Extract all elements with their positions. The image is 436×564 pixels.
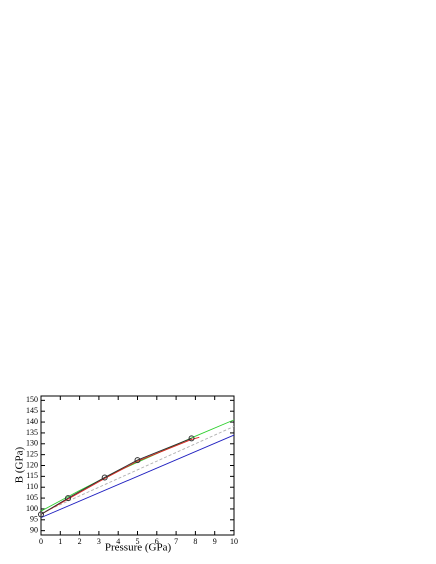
data-point (65, 495, 72, 502)
x-tick-label: 2 (78, 537, 82, 546)
data-point (134, 457, 141, 464)
y-tick-label: 115 (26, 471, 38, 480)
x-tick-label: 7 (174, 537, 178, 546)
series-line (40, 437, 192, 515)
series-line (40, 434, 235, 519)
data-point (188, 435, 195, 442)
x-axis-label: Pressure (GPa) (105, 542, 172, 554)
y-tick-label: 90 (30, 525, 38, 534)
plot-frame (40, 395, 235, 536)
x-tick-label: 9 (213, 537, 217, 546)
x-tick-label: 5 (136, 537, 140, 546)
y-tick-label: 140 (26, 417, 38, 426)
x-tick-label: 3 (97, 537, 101, 546)
y-tick-label: 150 (26, 395, 38, 404)
x-tick-label: 10 (230, 537, 238, 546)
y-tick-label: 110 (26, 482, 38, 491)
y-tick-label: 135 (26, 428, 38, 437)
x-tick-label: 4 (116, 537, 120, 546)
y-tick-label: 130 (26, 439, 38, 448)
y-axis-label: B (GPa) (14, 446, 26, 483)
x-tick-label: 1 (58, 537, 62, 546)
series-line (40, 436, 200, 515)
y-tick-label: 105 (26, 493, 38, 502)
y-tick-label: 125 (26, 449, 38, 458)
data-point (38, 511, 44, 518)
x-tick-label: 0 (39, 537, 43, 546)
y-tick-label: 95 (30, 515, 38, 524)
y-tick-label: 100 (26, 504, 38, 513)
data-point (101, 474, 108, 481)
y-tick-label: 120 (26, 460, 38, 469)
x-tick-label: 6 (155, 537, 159, 546)
y-tick-label: 145 (26, 406, 38, 415)
series-line (40, 425, 235, 514)
x-tick-label: 8 (193, 537, 197, 546)
